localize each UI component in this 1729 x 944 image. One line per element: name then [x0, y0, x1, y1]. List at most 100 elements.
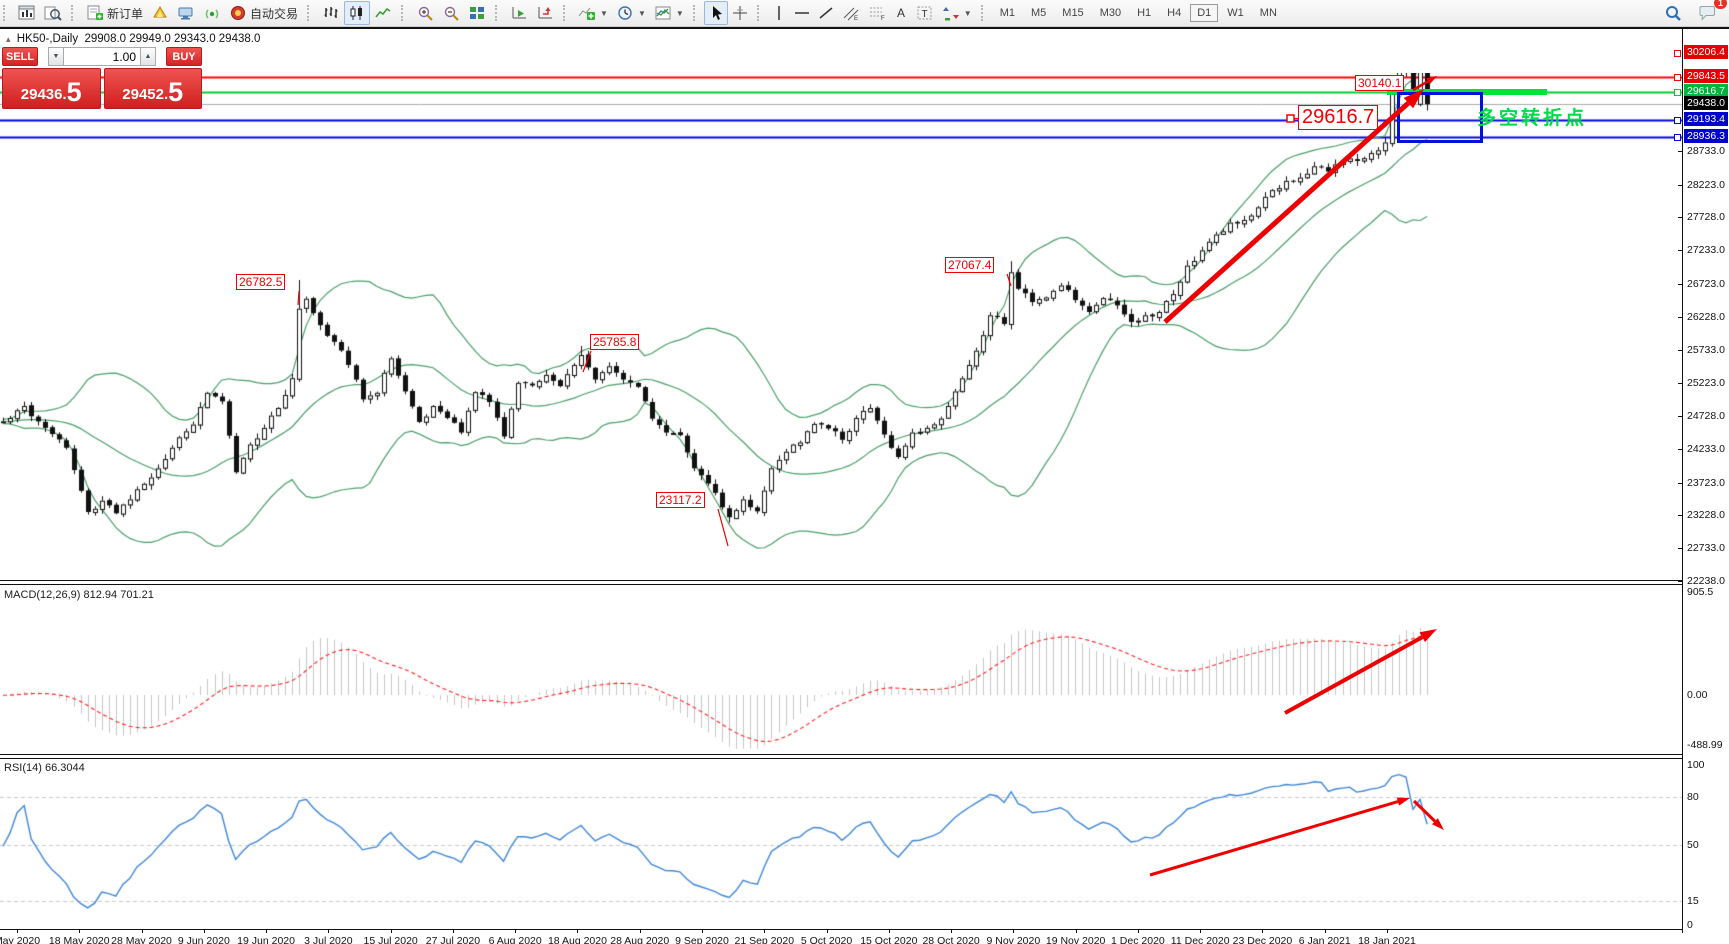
date-tick [515, 929, 517, 933]
toolbar-grip [307, 5, 313, 21]
fibonacci-icon[interactable]: F [864, 1, 890, 25]
crosshair-icon[interactable] [728, 1, 752, 25]
volume-increase-button[interactable]: ▲ [140, 47, 156, 66]
timeframe-m15[interactable]: M15 [1062, 7, 1084, 19]
level-marker[interactable] [1674, 50, 1681, 58]
annotation-price-label[interactable]: 26782.5 [236, 274, 286, 290]
chart-shift-icon[interactable] [532, 1, 558, 25]
indicators-icon[interactable]: ▼ [574, 1, 612, 25]
date-label: 3 Jul 2020 [304, 935, 353, 944]
zoom-out-icon[interactable] [438, 1, 464, 25]
vline-icon[interactable] [768, 1, 790, 25]
rsi-canvas[interactable] [0, 758, 1682, 929]
timeframe-h4[interactable]: H4 [1167, 7, 1182, 19]
timeframe-m1[interactable]: M1 [999, 7, 1015, 19]
tile-windows-icon[interactable] [464, 1, 490, 25]
chart-window: ▴ HK50-,Daily 29908.0 29949.0 29343.0 29… [0, 27, 1729, 944]
pane-separator [0, 929, 1682, 930]
zoom-in-icon[interactable] [412, 1, 438, 25]
timeframe-m30[interactable]: M30 [1099, 7, 1122, 19]
chart-window-icon[interactable] [14, 1, 40, 25]
search-button[interactable] [1660, 1, 1686, 25]
candle-chart-icon[interactable] [344, 1, 371, 25]
sell-button[interactable]: SELL [2, 47, 38, 66]
metaeditor-icon[interactable] [147, 1, 173, 25]
zoom-out-icon [444, 6, 459, 21]
autoscroll-icon [512, 7, 527, 19]
timeframe-w1[interactable]: W1 [1227, 7, 1244, 19]
annotation-price-label[interactable]: 30140.1 [1355, 75, 1405, 91]
autoscroll-icon[interactable] [506, 1, 532, 25]
vps-icon[interactable] [173, 1, 199, 25]
templates-icon-dropdown[interactable]: ▼ [675, 8, 684, 18]
level-marker[interactable] [1674, 117, 1681, 125]
text-label-icon[interactable]: T [912, 1, 938, 25]
macd-canvas[interactable] [0, 585, 1682, 754]
price-tick-label: 27728.0 [1687, 211, 1725, 224]
line-chart-icon[interactable] [370, 1, 396, 25]
level-marker[interactable] [1674, 134, 1681, 142]
text-icon[interactable]: A [890, 1, 912, 25]
channel-icon[interactable]: E [838, 1, 864, 25]
annotation-price-label[interactable]: 27067.4 [945, 257, 995, 273]
date-tick [1013, 929, 1015, 933]
date-tick [141, 929, 143, 933]
svg-text:A: A [897, 6, 905, 20]
ohlc-values: 29908.0 29949.0 29343.0 29438.0 [84, 33, 261, 45]
periods-icon-dropdown[interactable]: ▼ [637, 8, 646, 18]
pane-separator [0, 584, 1682, 585]
notifications-button[interactable]: 1 [1694, 0, 1727, 25]
rsi-tick-label: 80 [1687, 791, 1699, 803]
bar-chart-icon[interactable] [318, 1, 344, 25]
date-label: 27 Jul 2020 [425, 935, 481, 944]
trendline-icon[interactable] [814, 1, 838, 25]
timeframe-m5[interactable]: M5 [1031, 7, 1047, 19]
pane-separator[interactable] [0, 754, 1682, 755]
timeframe-d1[interactable]: D1 [1190, 4, 1219, 22]
date-label: 5 Oct 2020 [800, 935, 853, 944]
date-tick [1387, 929, 1388, 933]
signals-icon[interactable] [199, 1, 225, 25]
hline-icon[interactable] [790, 1, 814, 25]
timeframe-h1[interactable]: H1 [1137, 7, 1152, 19]
price-tick [1678, 316, 1682, 318]
price-axis-line [1682, 29, 1683, 933]
annotation-price-label[interactable]: 23117.2 [656, 492, 705, 508]
price-tick-label: 22238.0 [1687, 575, 1725, 587]
rsi-tick-label: 100 [1687, 759, 1705, 771]
autotrade-button[interactable]: 自动交易 [225, 1, 302, 25]
level-marker[interactable] [1674, 89, 1681, 97]
periods-icon[interactable]: ▼ [612, 1, 650, 25]
price-chart-canvas[interactable] [0, 73, 1682, 607]
crosshair-icon [732, 6, 747, 20]
symbol-name: HK50-,Daily [16, 33, 79, 45]
templates-icon[interactable]: ▼ [650, 1, 688, 25]
price-tick [1678, 548, 1682, 550]
new-order-button[interactable]: 新订单 [82, 1, 147, 25]
annotation-price-label[interactable]: 25785.8 [590, 334, 640, 350]
metaeditor-icon [153, 6, 167, 18]
turning-price-label[interactable]: 29616.7 [1298, 105, 1379, 130]
toolbar: 新订单 自动交易 ▼ ▼ ▼ E F A T ▼ M1 M5 M15 M30 H1 H4 D1 W1 MN 1 [0, 0, 1729, 27]
timeframe-mn[interactable]: MN [1259, 7, 1277, 19]
shapes-icon-dropdown[interactable]: ▼ [963, 8, 972, 18]
profiles-icon[interactable] [40, 1, 66, 25]
pane-separator[interactable] [0, 580, 1682, 581]
volume-input[interactable] [64, 47, 140, 66]
buy-price-panel[interactable]: 29452. 5 [103, 68, 202, 109]
sell-price-panel[interactable]: 29436. 5 [2, 68, 101, 109]
rsi-tick-label: 0 [1687, 919, 1693, 931]
price-tick-label: 27233.0 [1687, 244, 1725, 257]
highlight-rectangle[interactable] [1397, 92, 1483, 143]
cursor-icon[interactable] [703, 1, 728, 25]
new-order-button-label: 新订单 [107, 6, 144, 21]
buy-button[interactable]: BUY [166, 47, 202, 66]
date-tick [639, 929, 641, 933]
volume-decrease-button[interactable]: ▼ [48, 47, 64, 66]
level-marker[interactable] [1674, 74, 1681, 82]
turning-point-text[interactable]: 多空转折点 [1477, 108, 1588, 129]
toolbar-grip [563, 5, 569, 21]
shapes-icon[interactable]: ▼ [938, 1, 976, 25]
price-tick-label: 28733.0 [1687, 144, 1725, 157]
indicators-icon-dropdown[interactable]: ▼ [600, 8, 608, 18]
